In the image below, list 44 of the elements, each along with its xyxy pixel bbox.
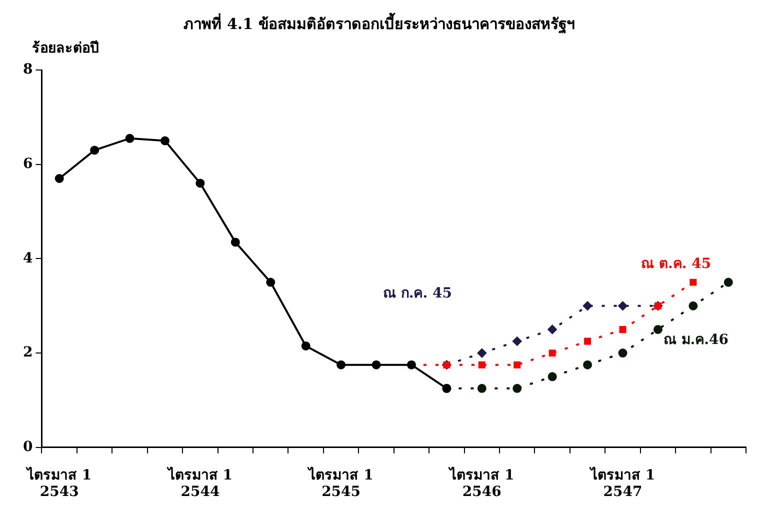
point [619,326,626,333]
point [160,136,170,146]
point [477,384,486,393]
y-tick-label: 8 [22,62,33,78]
y-tick-label: 0 [22,439,33,456]
point [548,324,557,334]
x-tick-label: ไตรมาส 1 2543 [25,465,92,500]
point [653,324,662,334]
x-tick-label: ไตรมาส 1 2545 [306,465,374,500]
point [90,146,100,155]
point [54,174,64,184]
point [584,338,592,345]
point [301,341,310,350]
y-tick-label: 6 [22,156,33,172]
point [266,278,276,287]
point [478,361,486,368]
point [724,278,733,287]
point [477,348,486,358]
x-tick-label: ไตรมาส 1 2547 [588,465,656,500]
text: ณ ก.ค. 45 [382,286,452,302]
point [548,350,556,357]
point [690,278,697,286]
point [230,238,240,247]
series-label: ณ ต.ค. 45 [641,256,712,272]
point [548,372,557,382]
point [688,301,698,310]
point [512,336,522,346]
point [512,384,522,393]
point [372,360,381,370]
chart-title: ภาพที่ 4.1 ข้อสมมติอัตราดอกเบี้ยระหว่างธนาคารของสหรัฐฯ [182,12,576,36]
point [618,301,628,310]
point [125,134,134,143]
series-label: ณ ม.ค.46 [663,332,729,348]
point [618,348,628,358]
point [583,360,592,370]
y-tick-label: 4 [22,250,33,266]
x-tick-label: ไตรมาส 1 2544 [166,465,233,500]
point [336,360,346,370]
x-tick-label: ไตรมาส 1 2546 [448,465,514,500]
point [583,301,592,310]
point [514,361,521,368]
y-axis-title: ร้อยละต่อปี [32,40,99,57]
y-tick-label: 2 [22,344,33,361]
point [196,178,205,188]
